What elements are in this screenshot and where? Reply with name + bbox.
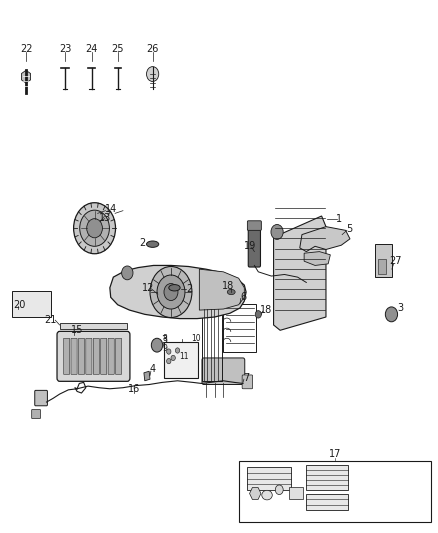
Text: 2: 2 [186,285,192,294]
Ellipse shape [227,289,235,295]
Circle shape [385,307,398,322]
Circle shape [255,311,261,318]
Bar [306,494,348,510]
Circle shape [175,348,180,353]
Text: 2: 2 [139,238,145,247]
Circle shape [147,67,159,82]
Text: 5: 5 [346,224,352,235]
Text: 16: 16 [128,384,140,394]
Circle shape [157,275,185,309]
Polygon shape [21,70,31,83]
FancyBboxPatch shape [248,228,261,267]
FancyBboxPatch shape [78,338,85,374]
Circle shape [271,224,283,239]
Text: 27: 27 [389,256,402,266]
Text: 3: 3 [161,335,167,345]
Bar [201,309,223,381]
Text: 1: 1 [336,214,342,224]
Bar [163,342,198,378]
Circle shape [166,359,171,364]
Bar [247,467,291,490]
Circle shape [74,203,116,254]
Text: 21: 21 [45,314,57,325]
Bar [306,465,348,490]
Bar [223,304,256,352]
Ellipse shape [147,241,159,247]
FancyBboxPatch shape [108,338,114,374]
FancyBboxPatch shape [93,338,99,374]
Bar [60,323,127,329]
Text: 17: 17 [328,449,341,459]
Ellipse shape [262,490,272,500]
FancyBboxPatch shape [101,338,107,374]
Text: 14: 14 [105,204,117,214]
Text: 8: 8 [163,334,168,343]
Polygon shape [304,252,330,265]
FancyBboxPatch shape [71,338,77,374]
Text: 6: 6 [240,292,246,302]
Circle shape [87,219,102,238]
Text: 10: 10 [191,334,201,343]
Text: 9: 9 [163,344,168,353]
Text: 20: 20 [14,300,26,310]
Polygon shape [144,371,150,381]
Text: 11: 11 [179,352,189,361]
Polygon shape [250,488,261,499]
Text: 3: 3 [397,303,403,313]
Circle shape [171,356,175,361]
Bar [12,292,51,317]
FancyBboxPatch shape [247,221,261,230]
FancyBboxPatch shape [242,375,253,389]
Text: 26: 26 [146,44,159,53]
FancyBboxPatch shape [375,244,392,277]
Text: 4: 4 [149,364,155,374]
FancyBboxPatch shape [57,332,130,381]
Polygon shape [300,227,350,252]
Text: 25: 25 [111,44,124,53]
Polygon shape [199,269,244,310]
Circle shape [151,338,162,352]
FancyBboxPatch shape [64,338,70,374]
Text: 12: 12 [141,283,154,293]
Text: 23: 23 [59,44,71,53]
Polygon shape [110,265,246,319]
Circle shape [150,266,192,318]
Bar [289,487,303,499]
Text: 15: 15 [71,325,83,335]
FancyBboxPatch shape [32,409,40,418]
Circle shape [276,485,283,495]
Text: 18: 18 [222,281,234,291]
Ellipse shape [169,285,180,291]
FancyBboxPatch shape [202,358,245,384]
Circle shape [166,349,171,354]
Text: 13: 13 [99,213,112,223]
FancyBboxPatch shape [35,390,47,406]
Polygon shape [274,216,326,330]
Text: 7: 7 [243,373,249,383]
Circle shape [164,284,178,301]
Text: 24: 24 [85,44,98,53]
Text: 18: 18 [260,305,272,315]
Circle shape [122,266,133,280]
FancyBboxPatch shape [86,338,92,374]
Text: 19: 19 [244,241,257,251]
Text: 22: 22 [20,44,32,53]
FancyBboxPatch shape [116,338,122,374]
Bar [378,259,386,274]
Bar [239,461,431,522]
Circle shape [80,210,110,246]
